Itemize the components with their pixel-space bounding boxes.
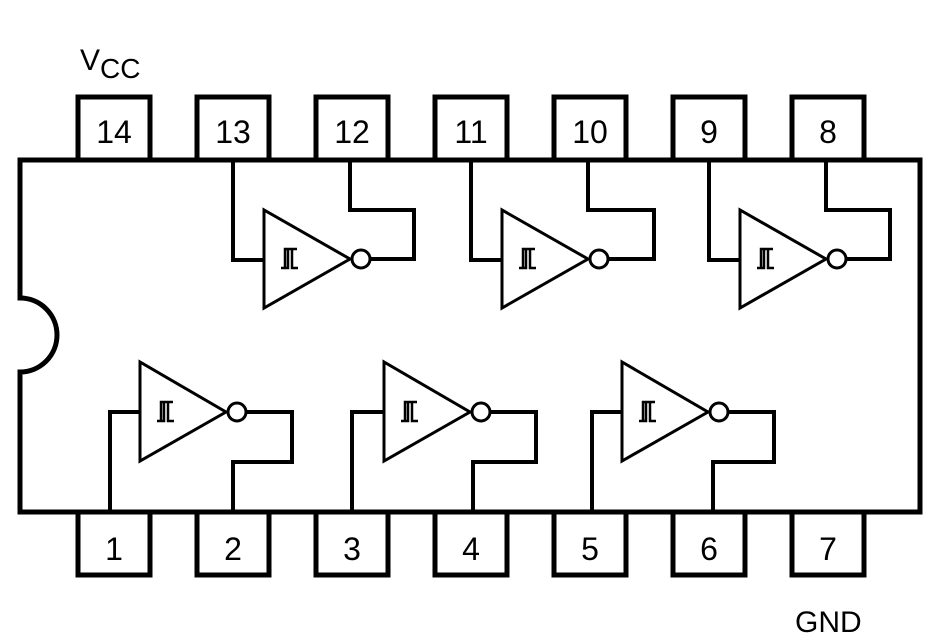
pin-label-3: 3 xyxy=(343,531,361,567)
inverter-bubble-icon xyxy=(472,403,490,421)
inverter-bubble-icon xyxy=(352,250,370,268)
pin-label-10: 10 xyxy=(572,114,608,150)
inverter-bubble-icon xyxy=(590,250,608,268)
pin-label-1: 1 xyxy=(105,531,123,567)
pin-label-12: 12 xyxy=(334,114,370,150)
pin-label-5: 5 xyxy=(581,531,599,567)
pin-label-11: 11 xyxy=(454,114,487,150)
pin-label-14: 14 xyxy=(96,114,132,150)
inverter-bubble-icon xyxy=(710,403,728,421)
top-pins: 14 13 12 11 10 9 8 xyxy=(78,97,864,160)
pin-label-9: 9 xyxy=(700,114,718,150)
pin-label-7: 7 xyxy=(819,531,837,567)
vcc-label: VCC xyxy=(80,44,140,84)
gnd-label: GND xyxy=(795,606,862,639)
inverter-bubble-icon xyxy=(828,250,846,268)
pin-label-6: 6 xyxy=(700,531,718,567)
pin-label-8: 8 xyxy=(819,114,837,150)
bottom-pins: 1 2 3 4 5 6 7 xyxy=(78,512,864,575)
pin-label-13: 13 xyxy=(215,114,251,150)
pin-label-4: 4 xyxy=(462,531,480,567)
pin-label-2: 2 xyxy=(224,531,242,567)
inverter-bubble-icon xyxy=(228,403,246,421)
